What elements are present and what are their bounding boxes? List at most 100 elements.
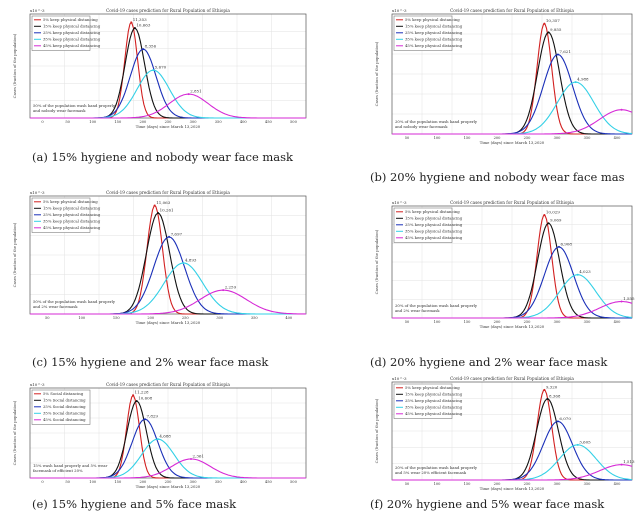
- legend-label-3: 25% keep physical distancing: [43, 212, 101, 217]
- legend-label-3: 25% Social distancing: [43, 404, 86, 409]
- peak-marker-4: [576, 273, 579, 276]
- legend-label-3: 25% keep physical distancing: [405, 222, 463, 227]
- series-line-5: [30, 289, 307, 315]
- scenario-annotation: 20% of the population wash hand properly…: [395, 465, 478, 475]
- peak-marker-5: [620, 108, 623, 111]
- legend-label-1: 5% keep physical distancing: [43, 199, 98, 204]
- legend-label-4: 35% keep physical distancing: [43, 219, 101, 224]
- peak-label-3: 6,070: [559, 416, 571, 421]
- x-tick-label: 50: [405, 482, 410, 486]
- annotation-line: 20% of the population wash hand properly: [395, 465, 478, 470]
- peak-label-4: 4,893: [185, 257, 197, 262]
- legend-label-2: 15% keep physical distancing: [405, 24, 463, 29]
- legend-label-2: 15% keep physical distancing: [405, 216, 463, 221]
- legend-box: [31, 15, 91, 51]
- x-tick-label: 400: [614, 482, 622, 486]
- x-tick-label: 350: [215, 480, 223, 484]
- x-tick-label: 150: [464, 136, 472, 140]
- x-tick-label: 50: [65, 480, 70, 484]
- panel-d: Covid-19 cases prediction for Rural Popu…: [366, 196, 636, 330]
- x-tick-label: 100: [89, 480, 97, 484]
- legend-box: [31, 197, 91, 233]
- peak-label-2: 10,663: [136, 23, 150, 28]
- peak-label-4: 4,988: [577, 77, 589, 82]
- y-exponent-label: x10^-3: [392, 376, 407, 381]
- annotation-line: 50% of the population wash hand properly: [33, 103, 116, 108]
- x-tick-label: 300: [554, 320, 562, 324]
- y-axis-label: Cases (fraction of the population): [374, 398, 379, 463]
- x-tick-label: 300: [190, 480, 198, 484]
- series-line-5: [30, 458, 306, 479]
- legend-label-4: 35% Social distancing: [43, 411, 86, 416]
- x-axis-label: Time (days) since March 13,2020: [136, 484, 201, 489]
- peak-marker-2: [546, 397, 549, 400]
- peak-marker-1: [543, 22, 546, 25]
- plot-frame: [29, 195, 307, 315]
- panel-a: Covid-19 cases prediction for Rural Popu…: [4, 4, 310, 130]
- scenario-annotation: 20% of the population wash hand properly…: [395, 303, 478, 313]
- annotation-line: 15% wash hand properly and 5% wear: [33, 463, 107, 468]
- chart-title: Covid-19 cases prediction for Rural Popu…: [450, 376, 574, 381]
- caption-c: (c) 15% hygiene and 2% wear face mask: [32, 355, 269, 369]
- x-tick-label: 50: [65, 120, 70, 124]
- legend-label-2: 15% Social distancing: [43, 398, 86, 403]
- peak-marker-2: [157, 212, 160, 215]
- x-tick-label: 350: [251, 316, 259, 320]
- x-tick-label: 350: [584, 482, 592, 486]
- caption-f: (f) 20% hygiene and 5% wear face mask: [370, 497, 605, 511]
- x-tick-label: 250: [165, 120, 173, 124]
- y-exponent-label: x10^-3: [392, 200, 407, 205]
- peak-marker-2: [133, 27, 136, 30]
- x-tick-label: 300: [554, 482, 562, 486]
- chart-title: Covid-19 cases prediction for Rural Popu…: [450, 8, 574, 13]
- peak-label-3: 7,697: [171, 231, 183, 236]
- peak-marker-2: [547, 31, 550, 34]
- annotation-line: 20% of the population wash hand properly: [395, 119, 478, 124]
- x-tick-label: 350: [215, 120, 223, 124]
- y-axis-label: Cases (fraction of the population): [12, 400, 17, 465]
- x-tick-label: 150: [114, 480, 122, 484]
- legend-label-3: 25% keep physical distancing: [405, 30, 463, 35]
- series-line-5: [392, 300, 633, 319]
- annotation-line: and 2% wear facemask: [33, 304, 78, 309]
- peak-marker-1: [543, 213, 546, 216]
- peak-label-2: 9,069: [550, 218, 562, 223]
- y-exponent-label: x10^-3: [30, 382, 45, 387]
- peak-marker-3: [557, 245, 560, 248]
- caption-d: (d) 20% hygiene and 2% wear face mask: [370, 355, 608, 369]
- chart-title: Covid-19 cases prediction for Rural Popu…: [106, 190, 230, 195]
- x-tick-label: 0: [41, 120, 44, 124]
- x-tick-label: 200: [494, 136, 502, 140]
- scenario-annotation: 50% of the population wash hand properly…: [33, 103, 116, 113]
- peak-marker-5: [190, 457, 192, 460]
- legend-box: [393, 383, 453, 419]
- peak-label-4: 4,023: [579, 269, 591, 274]
- scenario-annotation: 15% wash hand properly and 5% wear facema…: [33, 463, 107, 473]
- series-line-5: [392, 464, 633, 481]
- peak-label-1: 10,357: [546, 18, 560, 23]
- x-axis-label: Time (days) since March 13,2020: [136, 124, 201, 129]
- annotation-line: and nobody wear facemask: [33, 108, 86, 113]
- peak-label-1: 10,029: [546, 209, 560, 214]
- y-exponent-label: x10^-3: [30, 190, 45, 195]
- x-tick-label: 100: [434, 482, 442, 486]
- x-tick-label: 100: [434, 320, 442, 324]
- x-tick-label: 400: [240, 480, 248, 484]
- x-tick-label: 450: [265, 120, 273, 124]
- peak-label-1: 9,320: [546, 384, 558, 389]
- chart-c: Covid-19 cases prediction for Rural Popu…: [12, 190, 307, 325]
- x-tick-label: 250: [182, 316, 190, 320]
- x-tick-label: 300: [190, 120, 198, 124]
- x-tick-label: 200: [139, 480, 147, 484]
- legend-label-2: 15% keep physical distancing: [43, 206, 101, 211]
- series-line-5: [30, 93, 306, 119]
- y-exponent-label: x10^-3: [30, 8, 45, 13]
- caption-e: (e) 15% hygiene and 5% face mask: [32, 497, 237, 511]
- x-tick-label: 200: [139, 120, 147, 124]
- peak-label-5: 1,555: [623, 296, 635, 301]
- legend-label-5: 45% keep physical distancing: [43, 43, 101, 48]
- peak-marker-4: [156, 438, 159, 441]
- x-tick-label: 0: [41, 480, 44, 484]
- peak-label-1: 11,063: [156, 200, 170, 205]
- annotation-line: and 2% wear facemask: [395, 308, 440, 313]
